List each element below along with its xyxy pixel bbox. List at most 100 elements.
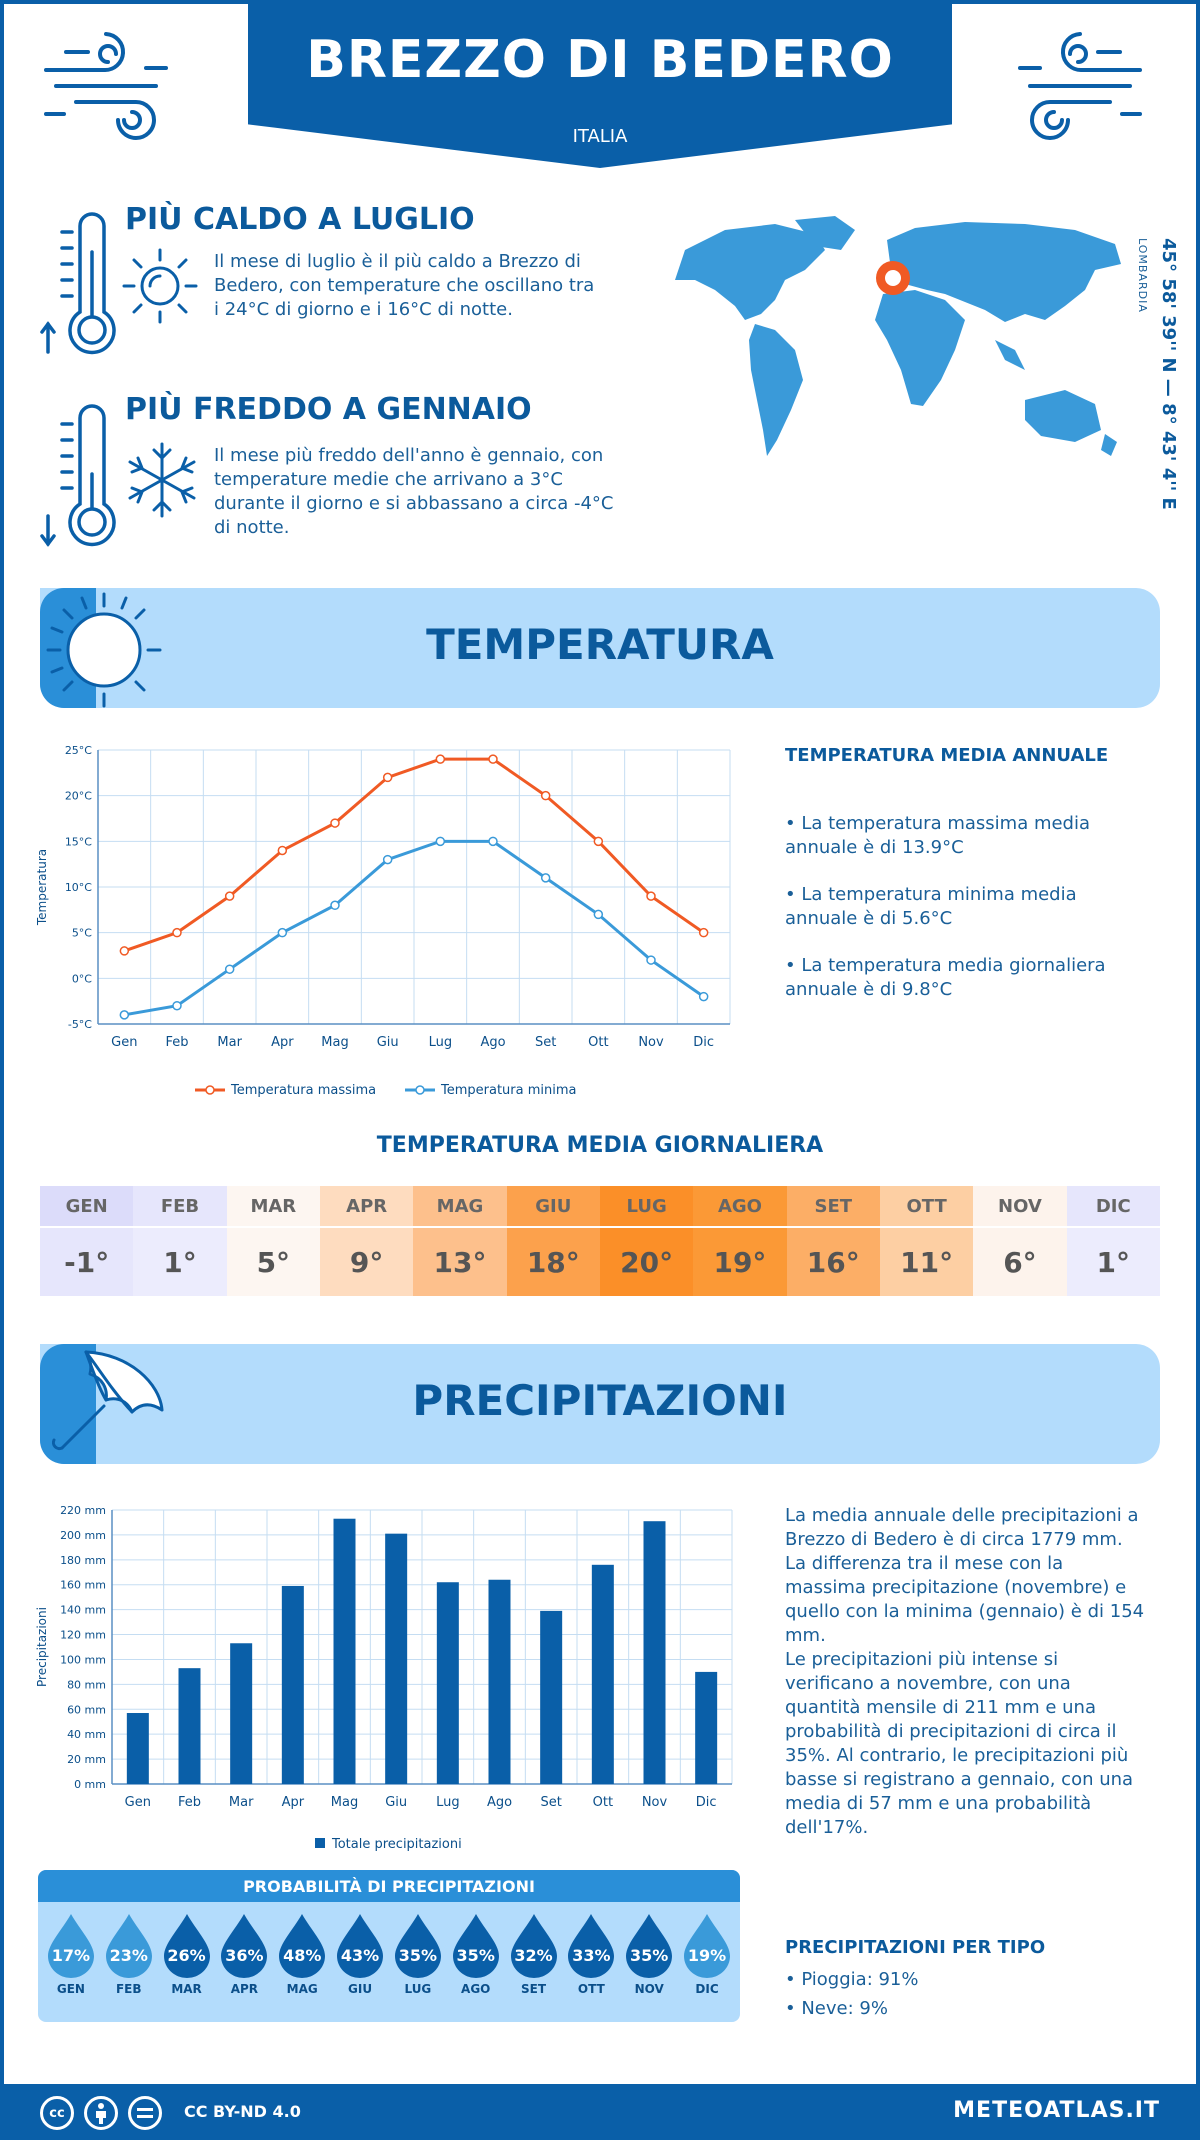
daily-temp-month: GIU	[506, 1186, 600, 1226]
daily-temp-month: DIC	[1066, 1186, 1160, 1226]
y-tick-label: 0 mm	[74, 1778, 106, 1791]
precipitation-bar	[591, 1564, 614, 1784]
daily-temp-cell: GEN -1°	[40, 1186, 134, 1296]
world-map	[675, 216, 1121, 456]
data-point	[277, 927, 288, 938]
country-label: ITALIA	[572, 126, 628, 147]
annual-temp-heading: TEMPERATURA MEDIA ANNUALE	[785, 745, 1109, 766]
daily-temp-value: 16°	[786, 1226, 880, 1296]
precipitation-bar	[643, 1521, 666, 1784]
data-point	[540, 873, 551, 883]
y-tick-label: 20 mm	[67, 1753, 106, 1766]
license-label[interactable]: CC BY-ND 4.0	[184, 2102, 301, 2121]
daily-temp-month: SET	[786, 1186, 880, 1226]
region-label: LOMBARDIA	[1136, 238, 1149, 313]
x-tick-label: Giu	[385, 1795, 407, 1810]
daily-temp-month: FEB	[133, 1186, 227, 1226]
cc-icon[interactable]: cc	[40, 2096, 74, 2130]
raindrop-icon: 33%	[566, 1912, 616, 1978]
raindrop-icon: 43%	[335, 1912, 385, 1978]
data-point	[119, 1010, 130, 1020]
precipitation-bar	[281, 1585, 304, 1784]
legend-label: Temperatura massima	[230, 1083, 376, 1098]
person-icon[interactable]	[84, 2096, 118, 2130]
daily-temp-month: OTT	[879, 1186, 974, 1226]
sun-icon	[46, 592, 162, 708]
x-tick-label: Mar	[217, 1035, 242, 1050]
x-tick-label: Mag	[321, 1035, 348, 1050]
series-line	[124, 839, 705, 1017]
daily-temp-cell: OTT 11°	[879, 1186, 974, 1296]
probability-value: 19%	[687, 1946, 727, 1965]
site-link[interactable]: METEOATLAS.IT	[953, 2098, 1160, 2123]
daily-temp-month: MAR	[226, 1186, 320, 1226]
probability-value: 32%	[514, 1946, 553, 1965]
daily-temp-cell: FEB 1°	[133, 1186, 227, 1296]
probability-value: 35%	[398, 1946, 438, 1965]
precipitation-bar	[488, 1579, 511, 1784]
probability-value: 36%	[225, 1946, 264, 1965]
y-tick-label: 100 mm	[60, 1653, 106, 1666]
raindrop-icon: 35%	[451, 1912, 501, 1978]
x-tick-label: Set	[540, 1795, 561, 1810]
data-point	[119, 946, 130, 956]
precip-type-heading: PRECIPITAZIONI PER TIPO	[785, 1937, 1046, 1958]
x-tick-label: Feb	[178, 1795, 201, 1810]
probability-value: 33%	[572, 1946, 611, 1965]
probability-month: GIU	[348, 1982, 373, 1996]
daily-temp-value: 19°	[693, 1226, 787, 1296]
probability-item: 35% LUG	[390, 1912, 446, 1996]
wind-icon	[44, 32, 168, 140]
precipitation-bar	[540, 1610, 563, 1784]
x-tick-label: Set	[535, 1035, 556, 1050]
daily-temp-cell: MAG 13°	[413, 1186, 507, 1296]
daily-temp-cell: AGO 19°	[693, 1186, 787, 1296]
precip-type-rain: • Pioggia: 91%	[785, 1969, 919, 1990]
x-tick-label: Apr	[271, 1035, 294, 1050]
sun-icon	[122, 248, 198, 324]
data-point	[593, 836, 604, 847]
probability-month: FEB	[115, 1982, 142, 1996]
probability-month: LUG	[404, 1982, 432, 1996]
daily-temp-cell: DIC 1°	[1066, 1186, 1160, 1296]
x-tick-label: Apr	[282, 1795, 305, 1810]
data-point	[698, 927, 709, 938]
daily-temp-value: 5°	[226, 1226, 320, 1296]
y-axis-label: Precipitazioni	[35, 1607, 49, 1687]
probability-month: MAR	[171, 1982, 202, 1996]
precipitation-bar	[230, 1643, 253, 1784]
daily-temp-value: -1°	[40, 1226, 134, 1296]
probability-item: 48% MAG	[274, 1912, 330, 1996]
hottest-text: Il mese di luglio è il più caldo a Brezz…	[214, 251, 595, 320]
probability-item: 19% DIC	[679, 1912, 735, 1996]
precipitation-chart: 0 mm 20 mm 40 mm 60 mm 80 mm 100 mm 120 mm 140 …	[35, 1504, 733, 1852]
thermometer-cold-icon	[40, 404, 116, 547]
data-point	[646, 891, 656, 901]
daily-temp-value: 20°	[599, 1226, 694, 1296]
legend-marker	[205, 1085, 215, 1095]
raindrop-icon: 19%	[682, 1912, 732, 1978]
annual-temp-item: • La temperatura media giornaliera annua…	[785, 955, 1106, 1000]
probability-item: 43% GIU	[332, 1912, 388, 1996]
data-point	[435, 836, 446, 847]
probability-month: APR	[230, 1982, 259, 1996]
x-tick-label: Ott	[593, 1795, 613, 1810]
x-tick-label: Giu	[377, 1035, 399, 1050]
y-tick-label: 0°C	[72, 972, 92, 985]
equals-icon[interactable]	[128, 2096, 162, 2130]
x-tick-label: Gen	[125, 1795, 151, 1810]
daily-temp-value: 9°	[319, 1226, 414, 1296]
x-tick-label: Dic	[693, 1035, 714, 1050]
raindrop-icon: 32%	[509, 1912, 559, 1978]
annual-temp-item: • La temperatura minima media annuale è …	[785, 884, 1077, 929]
x-tick-label: Feb	[165, 1035, 188, 1050]
probability-month: NOV	[634, 1982, 664, 1996]
data-point	[172, 1000, 182, 1011]
probability-month: MAG	[286, 1982, 318, 1996]
daily-temp-value: 18°	[506, 1226, 600, 1296]
y-tick-label: 120 mm	[60, 1629, 106, 1642]
y-tick-label: 60 mm	[67, 1703, 106, 1716]
x-tick-label: Lug	[436, 1795, 460, 1810]
probability-value: 26%	[167, 1946, 206, 1965]
probability-month: SET	[521, 1982, 547, 1996]
